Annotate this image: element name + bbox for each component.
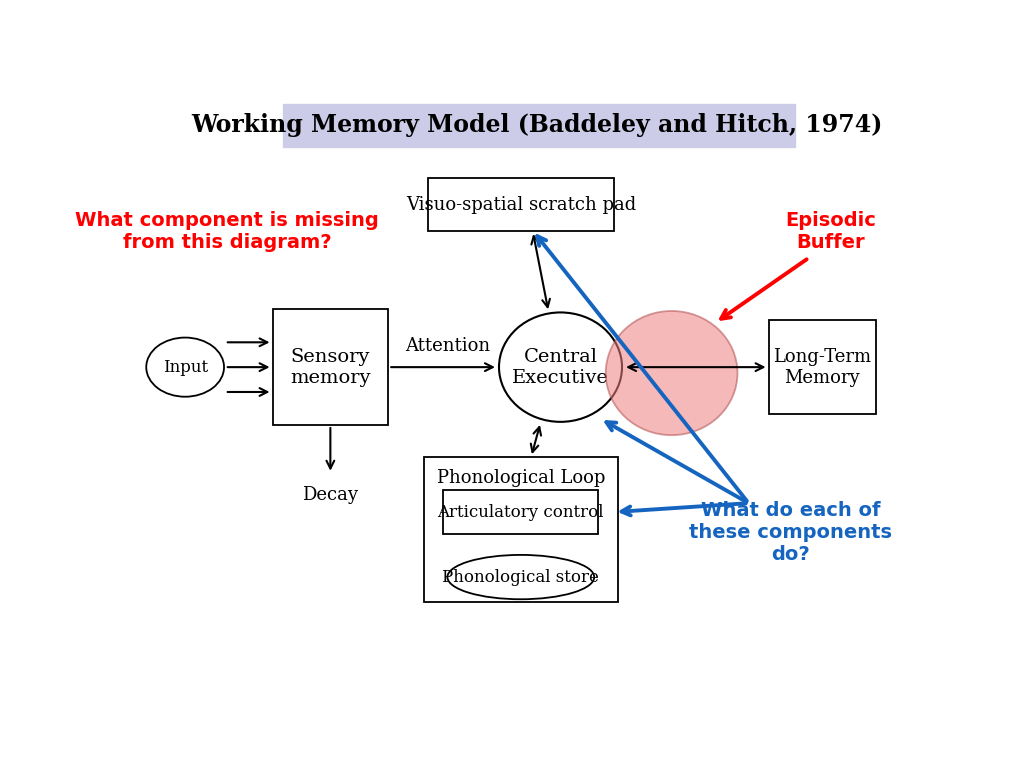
Text: Long-Term
Memory: Long-Term Memory <box>773 348 871 386</box>
Text: Input: Input <box>163 359 208 376</box>
Ellipse shape <box>146 338 224 397</box>
Text: Articulatory control: Articulatory control <box>437 504 604 521</box>
FancyBboxPatch shape <box>428 178 614 230</box>
FancyBboxPatch shape <box>769 319 876 415</box>
Text: Central
Executive: Central Executive <box>512 348 609 386</box>
Text: What do each of
these components
do?: What do each of these components do? <box>689 502 892 564</box>
Text: Phonological store: Phonological store <box>442 568 599 585</box>
Text: Decay: Decay <box>302 486 358 505</box>
Ellipse shape <box>447 555 594 599</box>
FancyBboxPatch shape <box>272 310 388 425</box>
Ellipse shape <box>606 311 737 435</box>
FancyBboxPatch shape <box>424 457 618 602</box>
Ellipse shape <box>499 313 622 422</box>
Text: Phonological Loop: Phonological Loop <box>436 469 605 487</box>
Text: Episodic
Buffer: Episodic Buffer <box>785 210 876 252</box>
FancyBboxPatch shape <box>443 490 598 535</box>
Text: Sensory
memory: Sensory memory <box>290 348 371 386</box>
FancyBboxPatch shape <box>283 104 795 147</box>
Text: Attention: Attention <box>406 337 490 356</box>
Text: What component is missing
from this diagram?: What component is missing from this diag… <box>76 210 379 252</box>
Text: Visuo-spatial scratch pad: Visuo-spatial scratch pad <box>406 196 636 214</box>
Text: Working Memory Model (Baddeley and Hitch, 1974): Working Memory Model (Baddeley and Hitch… <box>191 113 883 137</box>
